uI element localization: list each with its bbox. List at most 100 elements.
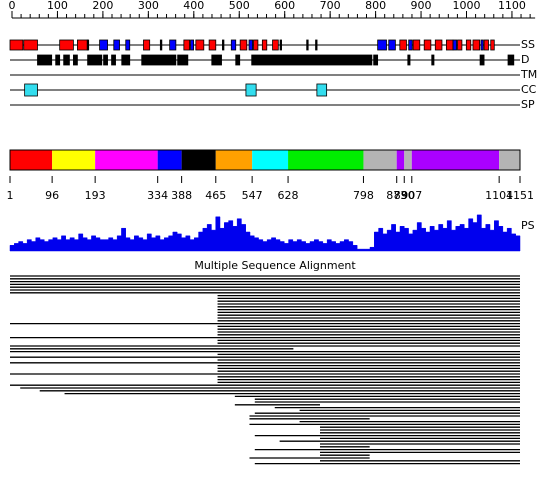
domain <box>499 150 520 170</box>
track-label: SP <box>521 98 535 111</box>
feature <box>195 39 205 51</box>
domain-label: 388 <box>171 189 192 202</box>
feature <box>183 39 191 51</box>
feature <box>377 39 387 51</box>
feature <box>73 54 78 66</box>
domain-label: 96 <box>45 189 59 202</box>
feature <box>113 39 120 51</box>
track-label: TM <box>520 68 537 81</box>
feature <box>407 54 411 66</box>
feature <box>63 54 70 66</box>
feature <box>465 39 472 51</box>
feature <box>431 54 435 66</box>
domain-label: 628 <box>278 189 299 202</box>
feature <box>177 54 189 66</box>
track-label: CC <box>521 83 537 96</box>
feature <box>55 54 61 66</box>
ruler-label: 0 <box>9 0 16 12</box>
feature <box>373 54 379 66</box>
domain <box>411 150 500 170</box>
feature <box>483 39 489 51</box>
domain <box>288 150 364 170</box>
ruler-label: 900 <box>411 0 432 12</box>
msa-title: Multiple Sequence Alignment <box>194 259 356 272</box>
feature <box>434 39 443 51</box>
track-label: SS <box>521 38 535 51</box>
feature <box>239 39 248 51</box>
feature <box>388 39 396 51</box>
domain-outline <box>9 149 521 171</box>
domain <box>181 150 216 170</box>
feature <box>87 54 103 66</box>
feature <box>190 39 194 51</box>
ruler-label: 600 <box>274 0 295 12</box>
domain-label: 890 <box>394 189 415 202</box>
feature <box>272 39 279 51</box>
domain-label: 1104 <box>485 189 513 202</box>
feature <box>23 39 38 51</box>
domain-label: 193 <box>85 189 106 202</box>
feature <box>121 54 131 66</box>
feature <box>59 39 74 51</box>
domain <box>95 150 158 170</box>
feature <box>169 39 177 51</box>
ruler-label: 1100 <box>498 0 526 12</box>
domain-label: 334 <box>147 189 168 202</box>
feature <box>111 54 116 66</box>
feature <box>251 54 373 66</box>
domain-label: 547 <box>242 189 263 202</box>
feature <box>316 83 328 97</box>
feature <box>445 39 454 51</box>
domain-label: 465 <box>205 189 226 202</box>
domain <box>10 150 53 170</box>
ruler-label: 500 <box>229 0 250 12</box>
feature <box>222 39 225 51</box>
feature <box>315 39 318 51</box>
ruler-label: 700 <box>320 0 341 12</box>
feature <box>423 39 432 51</box>
feature <box>86 39 90 51</box>
profile-label: PS <box>521 219 535 232</box>
feature <box>408 39 413 51</box>
feature <box>245 83 257 97</box>
feature <box>125 39 131 51</box>
feature <box>77 39 89 51</box>
feature <box>472 39 481 51</box>
domain <box>157 150 182 170</box>
feature <box>37 54 53 66</box>
domain <box>215 150 253 170</box>
ruler-label: 1000 <box>453 0 481 12</box>
ruler-label: 400 <box>183 0 204 12</box>
track-label: D <box>521 53 529 66</box>
feature <box>412 39 421 51</box>
ruler-label: 800 <box>365 0 386 12</box>
feature <box>9 39 24 51</box>
feature <box>248 39 253 51</box>
domain <box>52 150 96 170</box>
domain-label: 1151 <box>506 189 534 202</box>
feature <box>479 54 485 66</box>
domain <box>404 150 412 170</box>
feature <box>141 54 177 66</box>
domain-label: 907 <box>401 189 422 202</box>
feature <box>261 39 268 51</box>
feature <box>143 39 151 51</box>
domain-label: 873 <box>386 189 407 202</box>
feature <box>399 39 407 51</box>
domain <box>252 150 289 170</box>
feature <box>452 39 457 51</box>
feature <box>159 39 163 51</box>
feature <box>103 54 108 66</box>
domain <box>363 150 397 170</box>
feature <box>235 54 241 66</box>
feature <box>24 83 38 97</box>
profile-area <box>9 214 521 252</box>
feature <box>480 39 484 51</box>
feature <box>457 39 463 51</box>
feature <box>306 39 309 51</box>
feature <box>279 39 282 51</box>
feature <box>253 39 259 51</box>
ruler-label: 300 <box>138 0 159 12</box>
feature <box>99 39 108 51</box>
